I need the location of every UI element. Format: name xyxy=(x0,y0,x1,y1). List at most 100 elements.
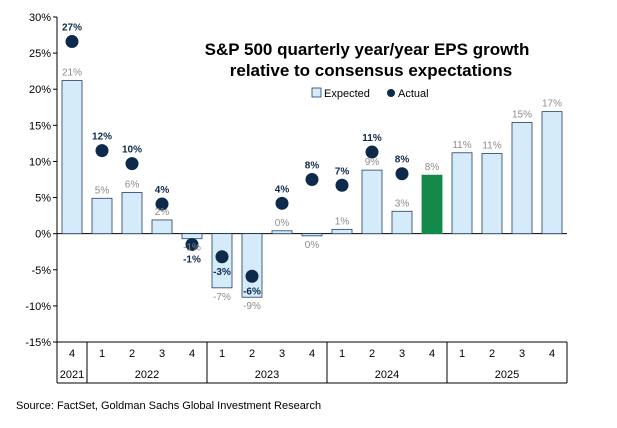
quarter-label: 2 xyxy=(369,348,375,360)
expected-bar xyxy=(61,80,83,235)
chart-title-line2: relative to consensus expectations xyxy=(230,61,513,80)
expected-value-label: -9% xyxy=(243,301,261,312)
y-tick-label: -10% xyxy=(25,301,51,313)
expected-bar xyxy=(541,111,563,235)
source-note: Source: FactSet, Goldman Sachs Global In… xyxy=(16,400,321,412)
y-tick-label: 15% xyxy=(29,120,51,132)
actual-dot xyxy=(305,173,319,186)
year-label: 2024 xyxy=(375,369,399,381)
actual-value-label: 8% xyxy=(395,155,410,166)
actual-value-label: 8% xyxy=(305,161,320,172)
expected-value-label: 0% xyxy=(305,240,320,251)
expected-value-label: 2% xyxy=(155,207,170,218)
expected-bar xyxy=(241,233,263,298)
quarter-label: 4 xyxy=(69,348,75,360)
expected-value-label: -1% xyxy=(183,243,201,254)
expected-value-label: 9% xyxy=(365,157,380,168)
expected-value-label: -7% xyxy=(213,292,231,303)
legend: Expected Actual xyxy=(311,87,429,100)
quarter-label: 1 xyxy=(459,348,465,360)
actual-value-label: -3% xyxy=(213,267,231,278)
actual-dots xyxy=(65,35,409,283)
expected-bar xyxy=(271,230,293,235)
actual-value-label: 4% xyxy=(275,184,290,195)
actual-value-label: 11% xyxy=(362,133,382,144)
expected-value-label: 11% xyxy=(452,140,471,151)
actual-dot xyxy=(365,145,379,159)
expected-value-label: 15% xyxy=(512,109,532,120)
y-tick-label: 10% xyxy=(29,156,51,168)
quarter-label: 4 xyxy=(549,348,555,360)
actual-dot xyxy=(215,250,229,264)
actual-dot xyxy=(65,35,79,49)
quarter-label: 4 xyxy=(429,348,435,360)
legend-expected-swatch xyxy=(311,87,322,98)
actual-value-label: 4% xyxy=(155,185,170,196)
expected-bar xyxy=(511,122,533,235)
expected-value-label: 17% xyxy=(542,99,562,110)
expected-value-label: 5% xyxy=(95,185,110,196)
quarter-label: 4 xyxy=(309,348,315,360)
quarter-label: 3 xyxy=(159,348,165,360)
legend-expected-label: Expected xyxy=(324,88,370,100)
expected-bar xyxy=(391,210,413,235)
expected-bar xyxy=(181,233,203,240)
actual-value-label: 7% xyxy=(335,166,350,177)
expected-value-label: 3% xyxy=(395,198,410,209)
chart-title-line1: S&P 500 quarterly year/year EPS growth xyxy=(205,40,530,59)
expected-bars xyxy=(61,80,563,298)
quarter-label: 3 xyxy=(519,348,525,360)
y-tick-label: 30% xyxy=(29,12,51,24)
expected-bar xyxy=(301,233,323,237)
expected-bar xyxy=(151,219,173,235)
actual-dot xyxy=(155,197,169,211)
legend-actual-label: Actual xyxy=(398,88,429,100)
actual-value-label: 12% xyxy=(92,132,112,143)
quarter-label: 3 xyxy=(279,348,285,360)
actual-dot xyxy=(125,157,139,171)
year-label: 2025 xyxy=(495,369,519,381)
actual-value-label: -1% xyxy=(183,255,201,266)
expected-bar xyxy=(331,228,353,235)
quarter-label: 2 xyxy=(249,348,255,360)
actual-value-label: -6% xyxy=(243,286,261,297)
x-axis: 4 1 2 3 4 1 2 3 4 1 2 3 4 1 2 3 4 2021 2022 2023 2024 2025 xyxy=(56,342,568,384)
quarter-label: 4 xyxy=(189,348,195,360)
year-label: 2021 xyxy=(60,369,84,381)
expected-bar xyxy=(91,197,113,235)
y-tick-label: -15% xyxy=(25,337,51,349)
quarter-label: 1 xyxy=(99,348,105,360)
quarter-label: 2 xyxy=(129,348,135,360)
expected-bar xyxy=(361,169,383,235)
y-tick-label: 0% xyxy=(35,229,51,241)
y-tick-label: 5% xyxy=(35,193,51,205)
actual-dot xyxy=(335,178,349,192)
expected-value-label: 1% xyxy=(335,216,350,227)
y-tick-label: 25% xyxy=(29,48,51,60)
expected-bar xyxy=(481,153,503,235)
quarter-label: 1 xyxy=(339,348,345,360)
expected-value-label: 11% xyxy=(482,141,501,152)
actual-value-label: 27% xyxy=(62,23,82,34)
expected-value-label: 6% xyxy=(125,180,140,191)
expected-bar xyxy=(451,152,473,235)
data-labels: 21% 5% 6% 2% -1% -7% -9% 0% 0% 1% 9% 3% 8% 11% 11% 15% 1… xyxy=(62,23,562,313)
year-label: 2023 xyxy=(255,369,279,381)
actual-dot xyxy=(95,144,109,158)
quarter-label: 2 xyxy=(489,348,495,360)
quarter-label: 1 xyxy=(219,348,225,360)
legend-actual-marker xyxy=(387,89,395,97)
y-tick-label: -5% xyxy=(31,265,51,277)
year-label: 2022 xyxy=(135,369,159,381)
expected-value-label: 8% xyxy=(425,162,440,173)
actual-value-label: 10% xyxy=(122,145,142,156)
expected-value-label: 0% xyxy=(275,218,290,229)
expected-value-label: 21% xyxy=(62,68,82,79)
actual-dot xyxy=(275,196,289,210)
actual-dot xyxy=(185,238,199,251)
expected-bar xyxy=(421,174,443,235)
expected-bar xyxy=(121,192,143,235)
actual-dot xyxy=(245,269,259,283)
y-tick-label: 20% xyxy=(29,84,51,96)
